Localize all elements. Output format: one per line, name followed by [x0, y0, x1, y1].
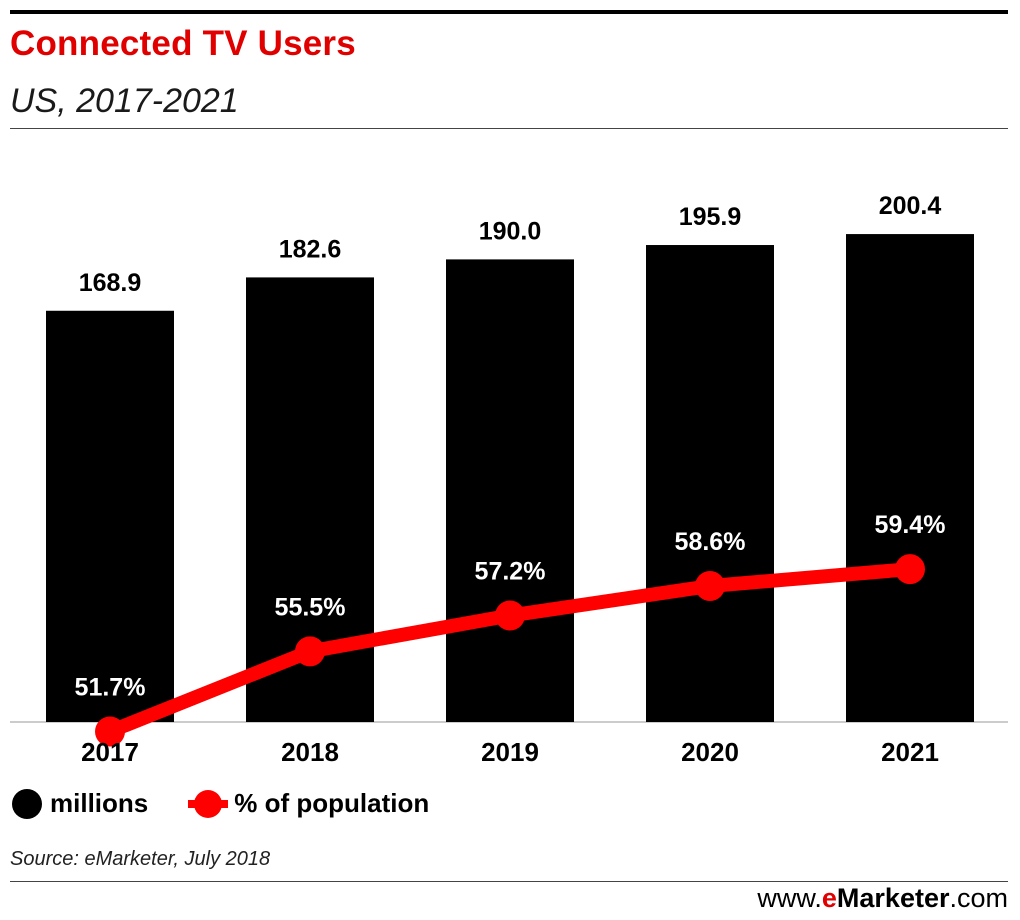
bar-2021: [846, 234, 974, 722]
population-point-2021: [895, 554, 925, 585]
chart-subtitle: US, 2017-2021: [10, 82, 239, 120]
population-point-2017: [95, 716, 125, 747]
population-point-2019: [495, 600, 525, 631]
bar-2020: [646, 245, 774, 722]
brand-suffix: .com: [949, 883, 1008, 913]
brand-e: e: [821, 883, 837, 913]
legend-item-population: % of population: [188, 788, 429, 819]
bars-layer: [10, 234, 1008, 723]
x-tick-2019: 2019: [481, 737, 539, 767]
x-tick-2018: 2018: [281, 737, 339, 767]
x-tick-2021: 2021: [881, 737, 939, 767]
population-label-2019: 57.2%: [475, 558, 546, 586]
footer-divider: [10, 881, 1008, 882]
chart-title: Connected TV Users: [10, 24, 356, 63]
bar-2017: [46, 310, 174, 722]
labels-layer: 168.9 2017 182.6 2018 190.0 2019 195.9 2020 200.…: [75, 192, 946, 767]
bar-value-label-2018: 182.6: [279, 235, 342, 263]
bar-2019: [446, 259, 574, 722]
brand-url: www.eMarketer.com: [757, 883, 1008, 914]
population-label-2018: 55.5%: [275, 593, 346, 621]
x-tick-2020: 2020: [681, 737, 739, 767]
population-point-2018: [295, 636, 325, 667]
legend-label-population: % of population: [234, 788, 430, 818]
bar-value-label-2017: 168.9: [79, 269, 142, 297]
bar-value-label-2021: 200.4: [879, 192, 942, 220]
line-layer: [95, 554, 925, 747]
legend-line-swatch-icon: [188, 789, 229, 819]
legend-item-millions: millions: [12, 788, 148, 819]
population-label-2020: 58.6%: [675, 528, 746, 556]
top-rule: [10, 10, 1008, 14]
legend: millions % of population: [12, 788, 469, 819]
title-divider: [10, 128, 1008, 129]
bar-value-label-2019: 190.0: [479, 217, 542, 245]
source-note: Source: eMarketer, July 2018: [10, 848, 271, 870]
population-label-2021: 59.4%: [875, 511, 946, 539]
brand-name: Marketer: [836, 883, 950, 913]
population-point-2020: [695, 571, 725, 601]
population-label-2017: 51.7%: [75, 673, 146, 701]
legend-label-millions: millions: [50, 788, 149, 818]
bar-value-label-2020: 195.9: [679, 203, 742, 231]
legend-bar-swatch-icon: [12, 788, 42, 819]
brand-prefix: www.: [757, 883, 822, 913]
x-tick-2017: 2017: [81, 737, 139, 767]
